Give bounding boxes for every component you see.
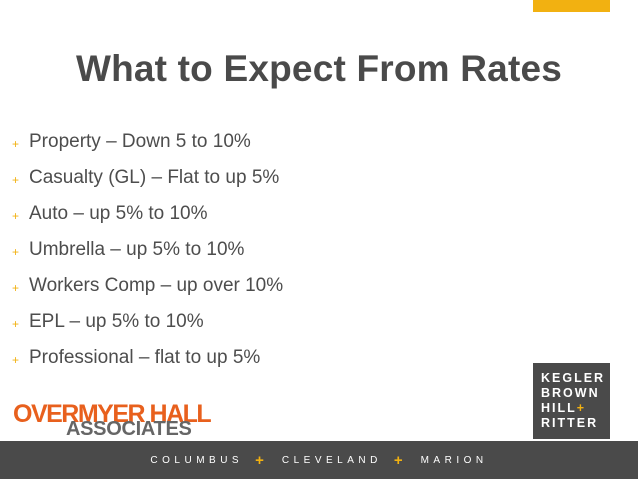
kbhr-plus-icon: + [576,401,585,415]
bullet-text: Workers Comp – up over 10% [29,275,284,296]
bullet-text: Property – Down 5 to 10% [29,131,251,152]
bullet-list: + Property – Down 5 to 10% + Casualty (GL)… [12,124,283,376]
plus-bullet-icon: + [12,208,20,223]
overmyer-hall-logo: OVERMYER HALL ASSOCIATES [13,400,213,442]
bullet-item: + Casualty (GL) – Flat to up 5% [12,160,283,196]
footer-plus-icon: + [393,451,403,469]
kbhr-line-brown: BROWN [541,386,600,400]
plus-bullet-icon: + [12,352,20,367]
plus-bullet-icon: + [12,172,20,187]
footer-cities: COLUMBUS + CLEVELAND + MARION [0,441,638,479]
plus-bullet-icon: + [12,316,20,331]
bullet-text: EPL – up 5% to 10% [29,311,204,332]
slide-title: What to Expect From Rates [75,48,563,89]
bullet-item: + Workers Comp – up over 10% [12,268,283,304]
footer-city: COLUMBUS [150,454,244,466]
kbhr-hill-text: HILL [541,401,577,415]
bullet-item: + EPL – up 5% to 10% [12,304,283,340]
plus-bullet-icon: + [12,136,20,151]
kbhr-line-ritter: RITTER [541,416,599,430]
footer-plus-icon: + [255,451,264,469]
bullet-text: Umbrella – up 5% to 10% [29,239,245,260]
plus-bullet-icon: + [12,280,20,295]
kbhr-line-kegler: KEGLER [541,371,606,385]
plus-bullet-icon: + [12,244,20,259]
bullet-text: Casualty (GL) – Flat to up 5% [29,167,280,188]
bullet-item: + Professional – flat to up 5% [12,340,283,376]
bullet-item: + Property – Down 5 to 10% [12,124,283,160]
footer-bar: COLUMBUS + CLEVELAND + MARION [0,441,638,479]
overmyer-logo-subtitle: ASSOCIATES [66,418,192,440]
overmyer-logo-name: OVERMYER HALL [13,400,212,428]
top-accent-bar [533,0,610,12]
bullet-text: Auto – up 5% to 10% [29,203,208,224]
footer-city: CLEVELAND [281,454,382,466]
bullet-item: + Umbrella – up 5% to 10% [12,232,283,268]
footer-city: MARION [420,454,488,466]
bullet-item: + Auto – up 5% to 10% [12,196,283,232]
kbhr-line-hill: HILL+ [541,401,610,416]
bullet-text: Professional – flat to up 5% [29,347,261,368]
kegler-brown-logo: KEGLER BROWN HILL+ RITTER [533,363,610,439]
